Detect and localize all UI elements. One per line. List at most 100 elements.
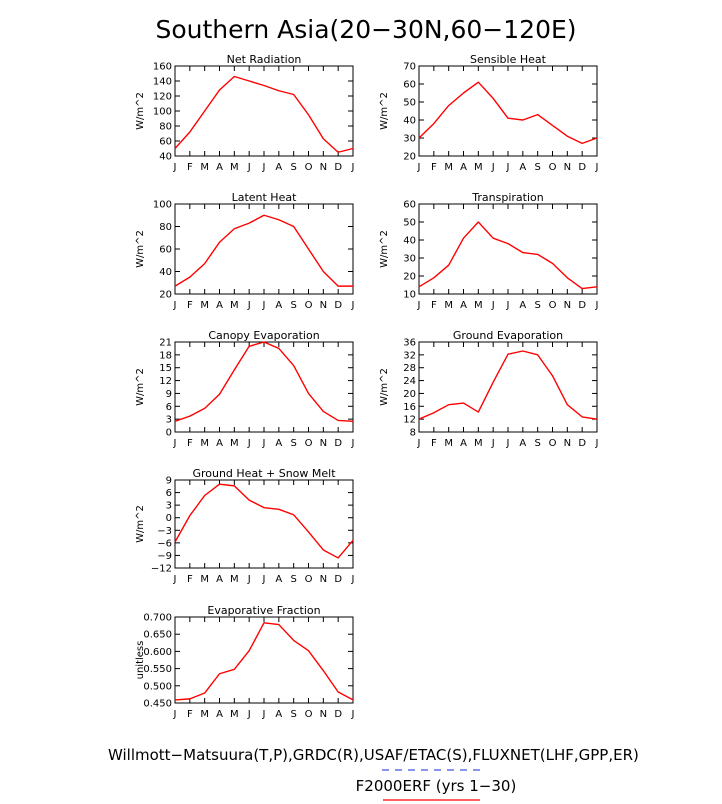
y-tick-label: 100 [153,200,172,211]
y-tick-label: 140 [153,77,172,88]
y-tick-label: 36 [403,338,416,349]
x-tick-label: A [519,162,526,173]
footer-sources: Willmott−Matsuura(T,P),GRDC(R),USAF/ETAC… [108,746,639,764]
y-axis-label: W/m^2 [379,368,390,406]
x-tick-label: S [534,162,540,173]
x-tick-label: J [173,709,177,720]
series-line [174,341,354,422]
y-tick-label: 16 [403,402,416,413]
x-tick-label: D [334,438,342,449]
x-tick-label: D [578,300,586,311]
y-tick-label: 3 [166,415,172,426]
y-tick-label: −12 [151,564,172,575]
series-line [418,350,598,420]
x-tick-label: S [290,709,296,720]
plot-frame [174,616,354,704]
y-tick-label: 60 [403,80,416,91]
x-tick-label: J [351,438,355,449]
y-tick-label: 70 [403,62,416,73]
x-tick-label: S [534,438,540,449]
x-tick-label: J [173,162,177,173]
x-tick-label: A [519,438,526,449]
y-tick-label: 6 [166,402,172,413]
panel-title: Evaporative Fraction [207,604,320,617]
x-tick-label: D [334,709,342,720]
x-tick-label: M [230,438,239,449]
y-tick-label: 0.700 [143,613,172,624]
y-tick-label: 28 [403,363,416,374]
x-tick-label: J [595,300,599,311]
x-tick-label: A [275,438,282,449]
y-tick-label: 32 [403,350,416,361]
y-tick-label: 12 [403,415,416,426]
x-tick-label: J [417,162,421,173]
y-tick-label: 0.450 [143,699,172,710]
panel-title: Transpiration [471,191,543,204]
x-tick-label: N [320,709,327,720]
x-tick-label: A [275,300,282,311]
y-tick-label: 30 [403,134,416,145]
x-tick-label: J [506,438,510,449]
y-tick-label: 160 [153,62,172,73]
x-tick-label: J [595,162,599,173]
x-tick-label: A [460,300,467,311]
x-tick-label: O [549,162,557,173]
y-tick-label: 9 [166,476,172,487]
x-tick-label: J [247,709,251,720]
x-tick-label: F [187,438,193,449]
y-tick-label: 20 [403,272,416,283]
y-tick-label: 50 [403,218,416,229]
x-tick-label: N [320,574,327,585]
x-tick-label: F [431,162,437,173]
y-tick-label: 40 [159,152,172,163]
x-tick-label: J [506,162,510,173]
x-tick-label: J [247,438,251,449]
y-tick-label: 100 [153,107,172,118]
x-tick-label: M [444,300,453,311]
x-tick-label: J [173,438,177,449]
plot-frame [174,65,354,157]
x-tick-label: F [187,162,193,173]
y-tick-label: 30 [403,254,416,265]
y-axis-label: W/m^2 [135,92,146,130]
series-line [174,75,354,153]
y-axis-label: W/m^2 [135,368,146,406]
panel-title: Net Radiation [227,53,302,66]
y-tick-label: 0.500 [143,681,172,692]
x-tick-label: M [474,300,483,311]
x-tick-label: M [230,162,239,173]
x-tick-label: J [247,300,251,311]
footer-run-label: F2000ERF (yrs 1−30) [356,777,517,795]
panel-title: Ground Evaporation [453,329,563,342]
x-tick-label: A [519,300,526,311]
x-tick-label: M [200,438,209,449]
x-tick-label: F [431,438,437,449]
y-tick-label: 0.650 [143,630,172,641]
y-axis-label: unitless [135,641,146,680]
y-tick-label: 40 [159,267,172,278]
x-tick-label: J [173,300,177,311]
y-tick-label: 60 [159,137,172,148]
x-tick-label: J [262,709,266,720]
series-line [418,221,598,290]
x-tick-label: J [262,162,266,173]
panel-title: Sensible Heat [470,53,547,66]
x-tick-label: D [334,574,342,585]
x-tick-label: N [564,162,571,173]
y-tick-label: 0.600 [143,647,172,658]
x-tick-label: M [474,438,483,449]
x-tick-label: A [275,709,282,720]
x-tick-label: J [351,574,355,585]
x-tick-label: S [290,162,296,173]
y-tick-label: 0 [166,513,172,524]
y-tick-label: −9 [157,551,172,562]
x-tick-label: S [534,300,540,311]
y-tick-label: 3 [166,501,172,512]
x-tick-label: S [290,438,296,449]
panel-title: Canopy Evaporation [208,329,319,342]
